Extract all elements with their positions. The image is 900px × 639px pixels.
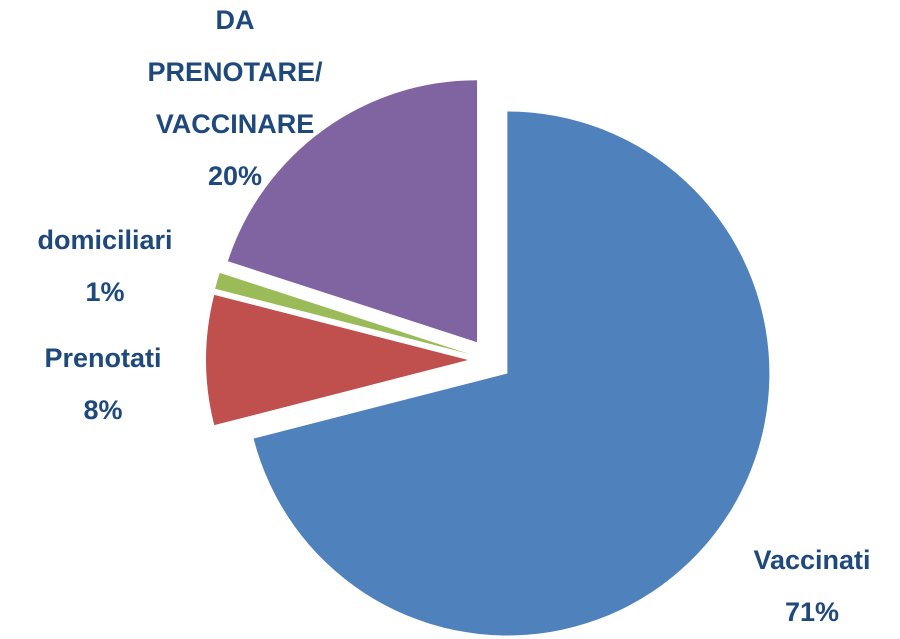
value-label: 71% [784, 597, 840, 627]
value-label: 1% [85, 277, 125, 307]
value-label: 20% [207, 161, 263, 191]
slice-label: domiciliari [37, 225, 173, 255]
pie-slice [253, 111, 770, 636]
slice-label: Prenotati [44, 343, 162, 373]
pie-slice [215, 272, 469, 354]
pie-slice [206, 294, 468, 426]
slice-label: DA PRENOTARE/ VACCINARE [147, 5, 323, 139]
value-label: 8% [83, 395, 123, 425]
slice-label: Vaccinati [753, 545, 871, 575]
pie-slice [227, 80, 478, 343]
